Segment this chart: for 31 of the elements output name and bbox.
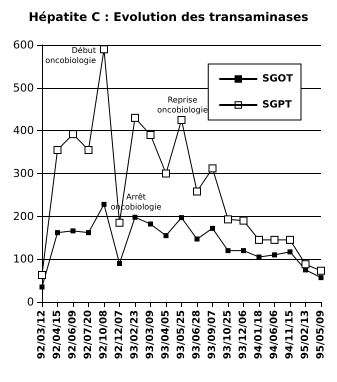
- x-tick-label: 92/04/15: [52, 310, 63, 360]
- x-tick-label: 92/07/20: [83, 310, 94, 360]
- x-tick-label: 94/11/15: [284, 310, 296, 360]
- y-tick-label: 0: [27, 296, 34, 308]
- x-tick-label: 92/06/09: [68, 310, 78, 360]
- x-tick-label: 92/12/07: [114, 310, 125, 360]
- x-tick-label: 92/03/12: [36, 310, 48, 360]
- chart-title: Hépatite C : Evolution des transaminases: [28, 10, 308, 24]
- x-tick-label: 93/10/25: [222, 310, 234, 360]
- x-tick-label: 93/05/25: [176, 310, 187, 360]
- x-tick-label: 92/10/08: [98, 310, 110, 360]
- x-tick-label: 95/05/09: [316, 310, 326, 360]
- x-tick-label: 94/06/06: [269, 310, 280, 360]
- y-tick-label: 200: [13, 210, 34, 223]
- y-tick-label: 400: [13, 124, 34, 138]
- y-tick-label: 500: [13, 81, 34, 94]
- x-tick-label: 93/09/07: [207, 310, 218, 360]
- annotation: Reprise oncobiologie: [157, 95, 208, 114]
- y-tick-label: 300: [13, 167, 34, 180]
- annotation: Début oncobiologie: [45, 46, 96, 65]
- x-tick-label: 93/06/28: [192, 310, 202, 360]
- x-tick-label: 93/03/09: [145, 310, 156, 360]
- legend-label: SGOT: [262, 74, 294, 84]
- legend-label: SGPT: [262, 100, 292, 110]
- x-tick-label: 94/01/18: [254, 310, 264, 360]
- x-tick-label: 95/02/13: [300, 310, 311, 360]
- x-tick-label: 93/12/06: [238, 310, 249, 360]
- x-tick-label: 93/02/23: [130, 310, 140, 360]
- y-tick-label: 100: [13, 252, 34, 266]
- x-tick-label: 93/04/05: [160, 310, 172, 360]
- y-tick-label: 600: [13, 38, 34, 52]
